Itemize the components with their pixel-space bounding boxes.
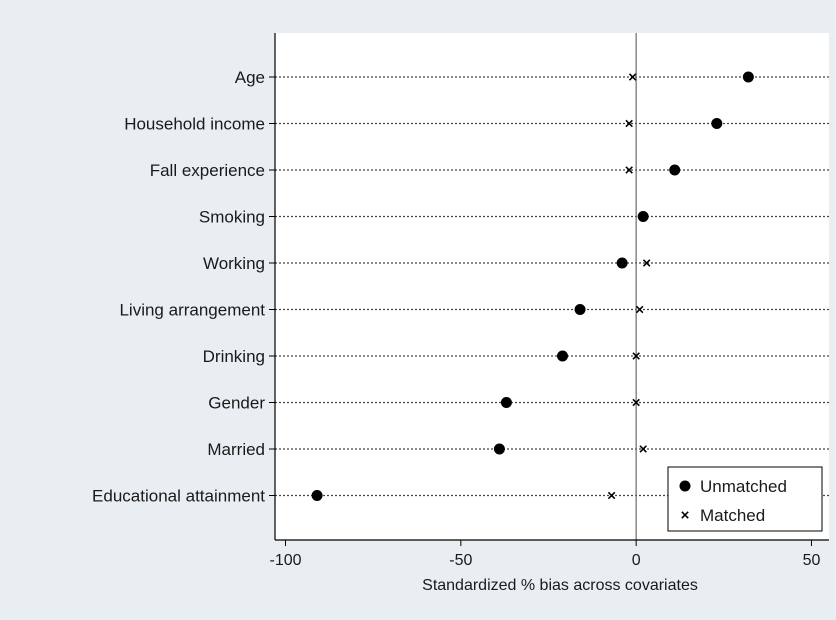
matched-point [625,166,633,174]
unmatched-point [557,350,569,362]
unmatched-point [500,397,512,408]
unmatched-point [711,118,723,129]
matched-point [635,305,644,314]
x-tick-label: -100 [270,552,302,569]
category-rows: Age Household income Fall experience Smokin… [92,68,829,506]
legend-matched-symbol [681,511,689,519]
legend-label: Matched [700,506,765,525]
legend: Unmatched Matched [667,466,823,532]
legend-unmatched-symbol [679,480,691,492]
y-tick-label: Living arrangement [119,301,265,320]
matched-point [632,398,640,407]
y-tick-label: Age [235,68,265,87]
x-tick-label: 0 [632,552,641,569]
matched-point [632,352,640,360]
x-axis: -100 -50 0 50 [270,33,829,569]
legend-label: Unmatched [700,477,787,496]
unmatched-point [616,257,628,269]
y-tick-label: Married [207,440,265,459]
data-marks [311,71,754,501]
unmatched-point [311,490,323,501]
y-tick-label: Educational attainment [92,487,265,506]
plot-area [275,33,829,540]
matched-point [642,259,651,267]
matched-point [639,445,647,453]
matched-point [639,212,647,221]
y-tick-label: Smoking [199,208,265,227]
y-tick-label: Working [203,254,265,273]
unmatched-point [669,164,681,176]
y-tick-label: Drinking [203,347,265,366]
matched-point [625,119,633,128]
matched-point [628,73,637,81]
unmatched-point [493,443,505,455]
y-tick-label: Gender [208,394,265,413]
unmatched-point [574,304,586,315]
y-tick-label: Fall experience [150,161,265,180]
y-tick-label: Household income [124,115,265,134]
matched-point [607,491,616,500]
legend-box [667,466,823,532]
unmatched-point [742,71,754,83]
x-tick-label: 50 [803,552,821,569]
x-tick-label: -50 [449,552,472,569]
x-axis-title: Standardized % bias across covariates [422,577,698,594]
